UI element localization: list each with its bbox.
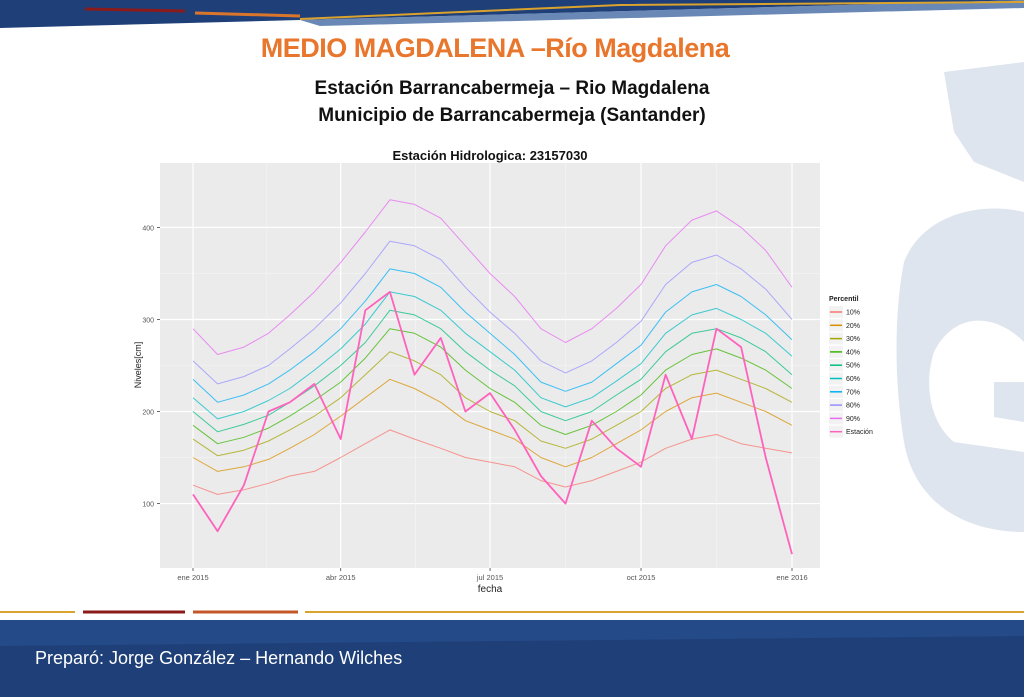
chart-title: Estación Hidrologica: 23157030 (392, 148, 587, 163)
x-tick-label: ene 2015 (177, 573, 208, 582)
series-line-Estación (192, 290, 793, 555)
series-layer (192, 199, 793, 555)
legend-label: 10% (846, 310, 860, 317)
legend-label: 90% (846, 416, 860, 423)
legend-label: 30% (846, 336, 860, 343)
legend-title: Percentil (829, 296, 859, 303)
x-tick-label: jul 2015 (476, 573, 503, 582)
legend-label: 80% (846, 403, 860, 410)
series-line-80% (192, 240, 793, 385)
x-tick-label: ene 2016 (776, 573, 807, 582)
x-axis: ene 2015 abr 2015 jul 2015 oct 2015 ene 2016 (177, 568, 808, 582)
y-tick-label: 300 (142, 317, 154, 324)
legend-label: Estación (846, 429, 873, 436)
legend-label: 20% (846, 323, 860, 330)
series-line-40% (192, 328, 793, 445)
x-tick-label: abr 2015 (326, 573, 356, 582)
y-axis-label: Niveles[cm] (133, 342, 143, 389)
page-title: MEDIO MAGDALENA –Río Magdalena (260, 33, 730, 63)
series-line-90% (192, 199, 793, 355)
credit-text: Preparó: Jorge González – Hernando Wilch… (35, 648, 403, 668)
series-line-30% (192, 351, 793, 457)
hydrology-chart: Estación Hidrologica: 23157030 100 200 300… (133, 148, 873, 595)
x-axis-label: fecha (478, 584, 503, 595)
y-tick-label: 100 (142, 502, 154, 509)
station-subtitle: Estación Barrancabermeja – Rio Magdalena (314, 78, 710, 99)
legend-label: 40% (846, 349, 860, 356)
legend-label: 70% (846, 389, 860, 396)
series-line-60% (192, 291, 793, 420)
y-tick-label: 400 (142, 225, 154, 232)
y-axis: 100 200 300 400 (142, 225, 160, 509)
municipality-subtitle: Municipio de Barrancabermeja (Santander) (318, 105, 706, 126)
y-tick-label: 200 (142, 410, 154, 417)
series-line-20% (192, 378, 793, 472)
series-line-70% (192, 268, 793, 403)
x-tick-label: oct 2015 (627, 573, 656, 582)
bottom-banner (0, 606, 1024, 697)
top-banner (0, 0, 1024, 62)
legend-label: 60% (846, 376, 860, 383)
decorative-watermark (896, 62, 1024, 532)
legend: Percentil 10% 20% 30% 40% 50% 60% 70% 80% 90% Est… (829, 296, 873, 438)
legend-label: 50% (846, 363, 860, 370)
